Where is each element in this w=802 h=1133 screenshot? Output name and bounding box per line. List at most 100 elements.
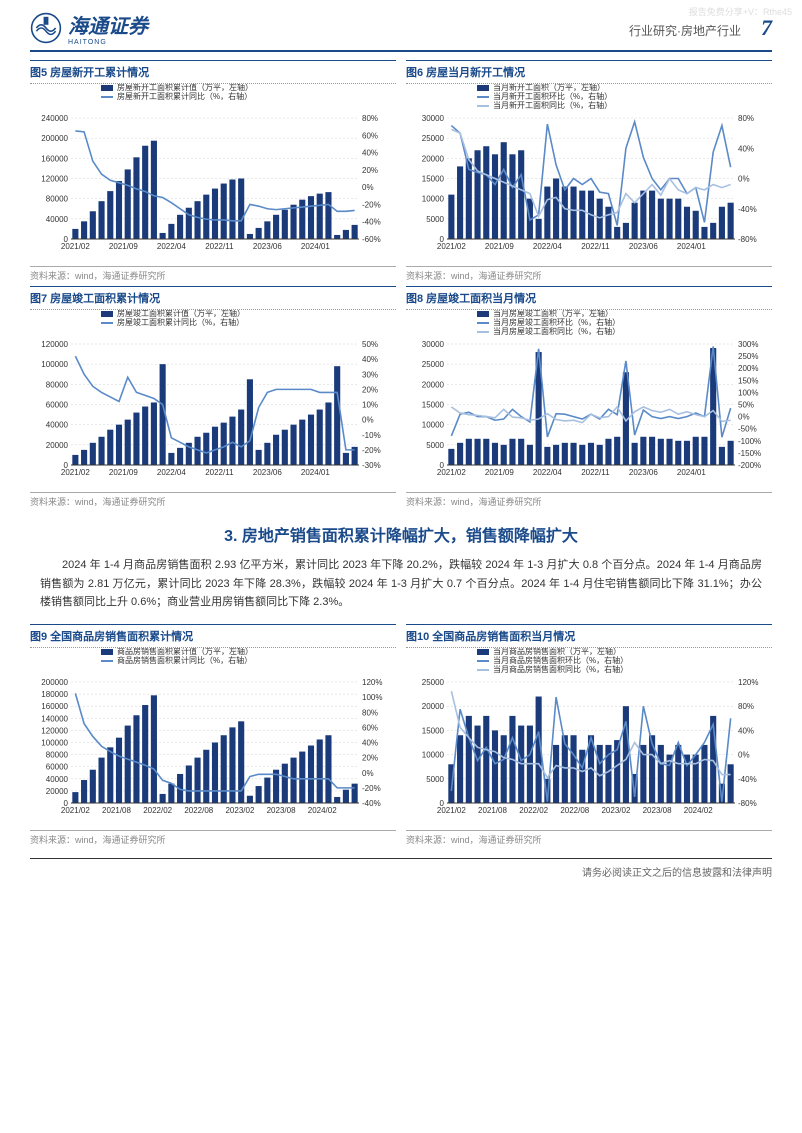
page-header: 海通证券 HAITONG 行业研究·房地产行业 7: [30, 10, 772, 52]
svg-text:40000: 40000: [46, 421, 69, 430]
fig8-source: 资料来源：wind，海通证券研究所: [406, 492, 772, 508]
svg-text:80000: 80000: [46, 380, 69, 389]
svg-text:2023/08: 2023/08: [643, 806, 672, 815]
svg-text:40000: 40000: [46, 215, 69, 224]
svg-text:30%: 30%: [362, 370, 378, 379]
svg-text:2024/01: 2024/01: [677, 468, 706, 477]
svg-text:2023/02: 2023/02: [601, 806, 630, 815]
svg-text:2023/06: 2023/06: [629, 242, 658, 251]
svg-text:2021/02: 2021/02: [61, 242, 90, 251]
svg-text:40%: 40%: [362, 739, 378, 748]
svg-text:0%: 0%: [738, 175, 750, 184]
svg-text:2021/09: 2021/09: [109, 242, 138, 251]
svg-text:2021/02: 2021/02: [437, 806, 466, 815]
svg-text:2021/09: 2021/09: [109, 468, 138, 477]
svg-text:80%: 80%: [362, 114, 378, 123]
svg-text:-30%: -30%: [362, 461, 381, 470]
svg-text:2022/08: 2022/08: [184, 806, 213, 815]
svg-text:40%: 40%: [362, 355, 378, 364]
svg-text:120%: 120%: [738, 678, 758, 687]
svg-text:80000: 80000: [46, 751, 69, 760]
svg-text:40%: 40%: [738, 144, 754, 153]
svg-text:20000: 20000: [422, 702, 445, 711]
svg-text:2022/04: 2022/04: [157, 242, 186, 251]
svg-text:房屋竣工面积累计同比（%，右轴）: 房屋竣工面积累计同比（%，右轴）: [117, 317, 244, 327]
fig10-title: 图10 全国商品房销售面积当月情况: [406, 624, 772, 648]
section-heading: 3. 房地产销售面积累计降幅扩大，销售额降幅扩大: [30, 522, 772, 546]
svg-text:商品房销售面积累计值（万平，左轴）: 商品房销售面积累计值（万平，左轴）: [117, 648, 253, 656]
svg-text:5000: 5000: [426, 775, 444, 784]
svg-text:20000: 20000: [46, 787, 69, 796]
svg-text:-20%: -20%: [362, 784, 381, 793]
fig6-title: 图6 房屋当月新开工情况: [406, 60, 772, 84]
svg-text:2024/01: 2024/01: [677, 242, 706, 251]
svg-text:-20%: -20%: [362, 200, 381, 209]
svg-text:2021/08: 2021/08: [478, 806, 507, 815]
svg-text:100%: 100%: [362, 693, 382, 702]
fig9-block: 图9 全国商品房销售面积累计情况 02000040000600008000010…: [30, 624, 396, 846]
svg-text:60000: 60000: [46, 763, 69, 772]
fig7-svg: 020000400006000080000100000120000-30%-20…: [30, 310, 396, 485]
disclaimer-footer: 请务必阅读正文之后的信息披露和法律声明: [30, 858, 772, 879]
svg-text:2022/11: 2022/11: [581, 242, 610, 251]
svg-text:2024/02: 2024/02: [308, 806, 337, 815]
svg-text:当月新开工面积同比（%，右轴）: 当月新开工面积同比（%，右轴）: [493, 100, 612, 110]
svg-text:2022/04: 2022/04: [533, 468, 562, 477]
svg-text:300%: 300%: [738, 340, 758, 349]
svg-text:25000: 25000: [422, 360, 445, 369]
fig5-svg: 04000080000120000160000200000240000-60%-…: [30, 84, 396, 259]
svg-text:30000: 30000: [422, 114, 445, 123]
svg-text:120000: 120000: [41, 175, 68, 184]
svg-text:当月房屋竣工面积（万平，左轴）: 当月房屋竣工面积（万平，左轴）: [493, 310, 613, 318]
svg-text:-80%: -80%: [738, 799, 757, 808]
svg-text:当月商品房销售面积同比（%，右轴）: 当月商品房销售面积同比（%，右轴）: [493, 664, 628, 674]
fig8-svg: 050001000015000200002500030000-200%-150%…: [406, 310, 772, 485]
svg-text:240000: 240000: [41, 114, 68, 123]
svg-text:20%: 20%: [362, 385, 378, 394]
svg-text:120%: 120%: [362, 678, 382, 687]
section-body: 2024 年 1-4 月商品房销售面积 2.93 亿平方米，累计同比 2023 …: [40, 556, 762, 612]
svg-text:0%: 0%: [738, 751, 750, 760]
svg-text:160000: 160000: [41, 154, 68, 163]
report-category: 行业研究·房地产行业: [629, 22, 741, 39]
fig5-title: 图5 房屋新开工累计情况: [30, 60, 396, 84]
svg-text:50%: 50%: [738, 401, 754, 410]
svg-text:100%: 100%: [738, 388, 758, 397]
svg-text:40000: 40000: [46, 775, 69, 784]
svg-text:2022/11: 2022/11: [205, 242, 234, 251]
svg-text:2024/01: 2024/01: [301, 242, 330, 251]
svg-text:160000: 160000: [41, 702, 68, 711]
svg-text:0%: 0%: [362, 769, 374, 778]
svg-text:当月房屋竣工面积环比（%，右轴）: 当月房屋竣工面积环比（%，右轴）: [493, 317, 620, 327]
svg-text:房屋竣工面积累计值（万平，左轴）: 房屋竣工面积累计值（万平，左轴）: [117, 310, 245, 318]
svg-text:-100%: -100%: [738, 437, 761, 446]
svg-text:2023/06: 2023/06: [253, 242, 282, 251]
svg-text:2024/02: 2024/02: [684, 806, 713, 815]
svg-text:2022/11: 2022/11: [581, 468, 610, 477]
svg-text:-60%: -60%: [362, 235, 381, 244]
svg-text:当月商品房销售面积环比（%，右轴）: 当月商品房销售面积环比（%，右轴）: [493, 655, 628, 665]
svg-text:房屋新开工面积累计同比（%，右轴）: 房屋新开工面积累计同比（%，右轴）: [117, 91, 252, 101]
svg-text:150%: 150%: [738, 376, 758, 385]
svg-text:-40%: -40%: [362, 218, 381, 227]
fig10-source: 资料来源：wind，海通证券研究所: [406, 830, 772, 846]
svg-text:50%: 50%: [362, 340, 378, 349]
svg-text:10000: 10000: [422, 751, 445, 760]
svg-text:-150%: -150%: [738, 449, 761, 458]
svg-text:2022/02: 2022/02: [519, 806, 548, 815]
svg-text:2024/01: 2024/01: [301, 468, 330, 477]
svg-text:15000: 15000: [422, 726, 445, 735]
svg-text:20000: 20000: [422, 154, 445, 163]
svg-text:2023/08: 2023/08: [267, 806, 296, 815]
watermark: 报告免费分享+V：Rthe45: [689, 5, 792, 18]
svg-text:10000: 10000: [422, 421, 445, 430]
haitong-logo-icon: [30, 12, 62, 44]
svg-text:100000: 100000: [41, 360, 68, 369]
svg-text:120000: 120000: [41, 340, 68, 349]
svg-text:商品房销售面积累计同比（%，右轴）: 商品房销售面积累计同比（%，右轴）: [117, 655, 252, 665]
svg-text:2023/02: 2023/02: [225, 806, 254, 815]
svg-text:40%: 40%: [738, 726, 754, 735]
svg-text:250%: 250%: [738, 352, 758, 361]
svg-text:房屋新开工面积累计值（万平，左轴）: 房屋新开工面积累计值（万平，左轴）: [117, 84, 253, 92]
logo-text-en: HAITONG: [68, 39, 148, 46]
